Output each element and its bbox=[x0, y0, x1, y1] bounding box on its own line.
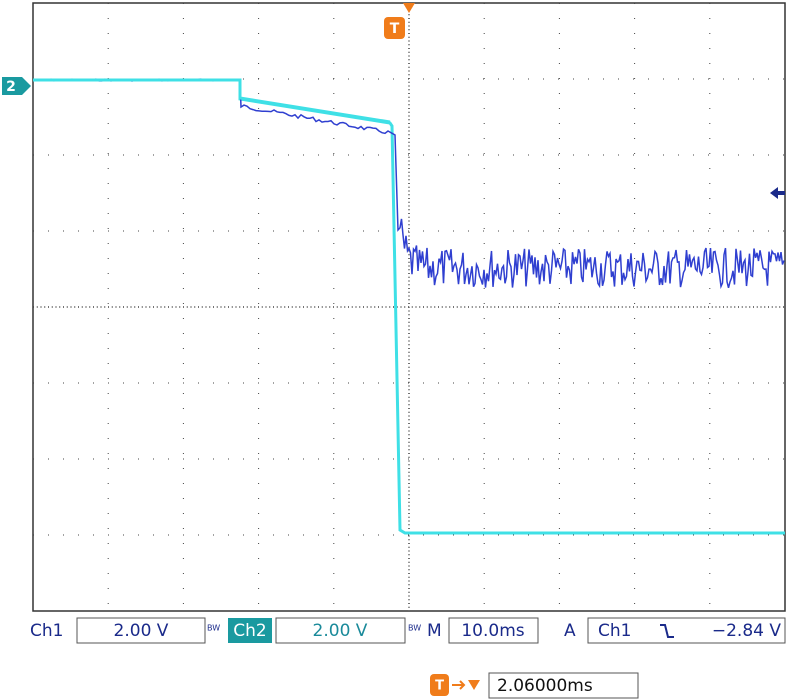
channel-marker-label: 2 bbox=[6, 79, 16, 95]
trigger-marker-label: T bbox=[390, 21, 400, 37]
channel-marker bbox=[2, 77, 31, 95]
ch2-label: Ch2 bbox=[233, 621, 266, 641]
trigger-marker bbox=[384, 17, 405, 39]
ch2-bw: BW bbox=[408, 624, 421, 633]
trigger-level: −2.84 V bbox=[712, 621, 781, 641]
falling-edge-icon bbox=[660, 624, 674, 638]
timebase-label: M bbox=[427, 621, 442, 641]
trigger-position-box bbox=[488, 672, 639, 699]
ch1-scale: 2.00 V bbox=[114, 621, 169, 641]
ch1-scale-box bbox=[76, 617, 206, 644]
graticule bbox=[33, 3, 785, 611]
timebase: 10.0ms bbox=[461, 621, 524, 641]
ch2-scale-box bbox=[275, 617, 406, 644]
trigger-mode: A bbox=[564, 621, 576, 641]
trigger-source: Ch1 bbox=[598, 621, 631, 641]
arrow bbox=[452, 680, 466, 690]
timebase-box bbox=[448, 617, 539, 644]
ch2-trace-top bbox=[33, 78, 391, 124]
trigger-position-icon bbox=[430, 674, 449, 696]
ch1-label: Ch1 bbox=[30, 621, 63, 641]
trigger-arrow-small bbox=[468, 680, 480, 690]
trigger-position-icon-label: T bbox=[435, 679, 444, 694]
trigger-position: 2.06000ms bbox=[497, 676, 593, 696]
ch2-scale: 2.00 V bbox=[313, 621, 368, 641]
ch1-bw: BW bbox=[207, 624, 220, 633]
trigger-arrow bbox=[403, 3, 415, 13]
trigger-box bbox=[587, 617, 786, 644]
trigger-level-marker bbox=[770, 187, 785, 199]
ch2-label-box bbox=[228, 618, 272, 643]
